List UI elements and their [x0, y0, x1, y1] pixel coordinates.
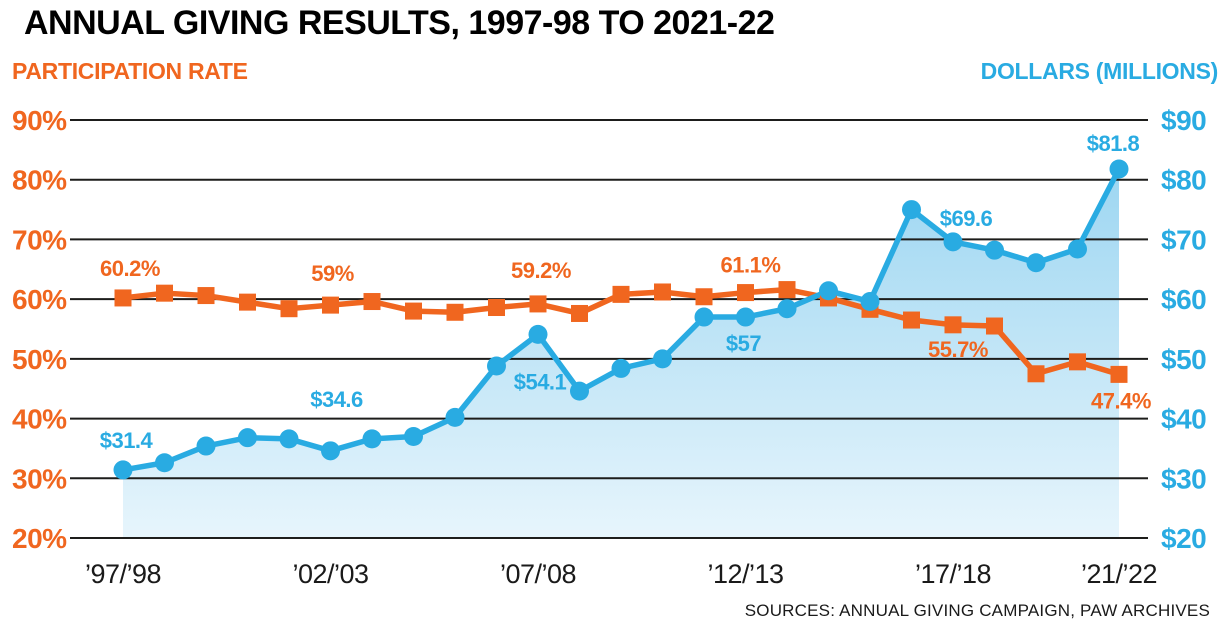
dollars-marker-4 — [279, 429, 299, 449]
left-tick-label-50: 50% — [12, 344, 67, 375]
participation-marker-16 — [778, 281, 796, 299]
dollars-marker-6 — [362, 429, 382, 449]
participation-marker-23 — [1069, 353, 1086, 371]
x-tick-label-20: ’17/’18 — [915, 559, 991, 589]
dollars-marker-11 — [570, 381, 589, 401]
x-tick-label-15: ’12/’13 — [707, 559, 783, 589]
participation-marker-24 — [1110, 365, 1128, 383]
right-tick-label-60: $60 — [1161, 284, 1206, 315]
dollars-marker-19 — [902, 200, 921, 220]
dollars-marker-16 — [777, 299, 797, 319]
source-credit: SOURCES: ANNUAL GIVING CAMPAIGN, PAW ARC… — [744, 601, 1210, 620]
x-tick-label-10: ’07/’08 — [500, 559, 576, 589]
participation-marker-19 — [903, 311, 920, 329]
dollars-marker-5 — [321, 441, 340, 461]
participation-marker-8 — [446, 303, 464, 321]
participation-marker-3 — [239, 293, 256, 311]
dollars-marker-3 — [238, 428, 257, 448]
participation-marker-4 — [280, 300, 298, 318]
dollars-data-label-20: $69.6 — [940, 206, 993, 231]
dollars-marker-17 — [819, 281, 838, 301]
left-tick-label-60: 60% — [12, 284, 67, 315]
x-tick-label-5: ’02/’03 — [292, 559, 368, 589]
participation-marker-1 — [156, 284, 173, 302]
dollars-marker-12 — [611, 358, 631, 378]
dollars-marker-23 — [1068, 239, 1087, 259]
left-axis-header: PARTICIPATION RATE — [12, 58, 248, 84]
left-tick-label-30: 30% — [12, 463, 67, 494]
dollars-marker-9 — [487, 356, 506, 376]
dollars-data-label-24: $81.8 — [1087, 131, 1140, 156]
participation-data-label-0: 60.2% — [100, 256, 160, 281]
participation-marker-22 — [1027, 365, 1045, 383]
right-tick-label-40: $40 — [1161, 404, 1206, 435]
participation-marker-21 — [986, 317, 1003, 335]
right-axis-header: DOLLARS (MILLIONS) — [980, 58, 1219, 84]
dollars-data-label-15: $57 — [726, 331, 761, 356]
dollars-data-label-10: $54.1 — [514, 369, 567, 394]
participation-marker-5 — [322, 296, 339, 314]
dollars-marker-10 — [528, 324, 548, 344]
right-tick-label-20: $20 — [1161, 523, 1206, 554]
dollars-marker-7 — [404, 426, 423, 446]
x-tick-label-24: ’21/’22 — [1081, 559, 1157, 589]
participation-marker-7 — [405, 302, 422, 320]
participation-marker-20 — [944, 316, 962, 334]
dollars-marker-13 — [653, 349, 672, 369]
left-tick-label-40: 40% — [12, 404, 67, 435]
dollars-marker-18 — [860, 292, 880, 312]
participation-marker-0 — [114, 289, 132, 307]
participation-marker-9 — [488, 299, 505, 317]
participation-data-label-5: 59% — [311, 261, 354, 286]
participation-data-label-15: 61.1% — [721, 253, 781, 278]
right-tick-label-80: $80 — [1161, 165, 1206, 196]
left-tick-label-20: 20% — [12, 523, 67, 554]
participation-marker-14 — [695, 288, 713, 306]
x-tick-label-0: ’97/’98 — [85, 559, 161, 589]
dollars-marker-15 — [736, 307, 755, 327]
right-tick-label-50: $50 — [1161, 344, 1206, 375]
participation-marker-15 — [737, 284, 754, 302]
participation-marker-12 — [612, 285, 630, 303]
participation-marker-13 — [654, 283, 671, 301]
left-tick-label-90: 90% — [12, 105, 67, 136]
dollars-marker-0 — [113, 460, 133, 480]
participation-marker-10 — [529, 295, 547, 313]
participation-marker-2 — [197, 287, 215, 305]
dollars-data-label-5: $34.6 — [310, 387, 363, 412]
participation-data-label-10: 59.2% — [511, 258, 571, 283]
participation-data-label-24: 47.4% — [1091, 388, 1151, 413]
right-tick-label-30: $30 — [1161, 463, 1206, 494]
right-tick-label-90: $90 — [1161, 105, 1206, 136]
left-tick-label-70: 70% — [12, 224, 67, 255]
participation-marker-11 — [571, 304, 588, 322]
chart-title: ANNUAL GIVING RESULTS, 1997-98 TO 2021-2… — [24, 4, 775, 42]
dollars-marker-22 — [1026, 253, 1046, 273]
left-tick-label-80: 80% — [12, 165, 67, 196]
dollars-marker-24 — [1109, 159, 1129, 179]
dollars-marker-2 — [196, 436, 216, 456]
participation-marker-6 — [363, 293, 381, 311]
dollars-marker-21 — [985, 240, 1004, 260]
dollars-data-label-0: $31.4 — [100, 428, 154, 453]
dollars-marker-8 — [445, 407, 465, 427]
dollars-marker-14 — [694, 307, 714, 327]
right-tick-label-70: $70 — [1161, 224, 1206, 255]
dollars-marker-20 — [943, 232, 963, 252]
participation-data-label-20: 55.7% — [928, 337, 988, 362]
dollars-marker-1 — [155, 453, 174, 473]
